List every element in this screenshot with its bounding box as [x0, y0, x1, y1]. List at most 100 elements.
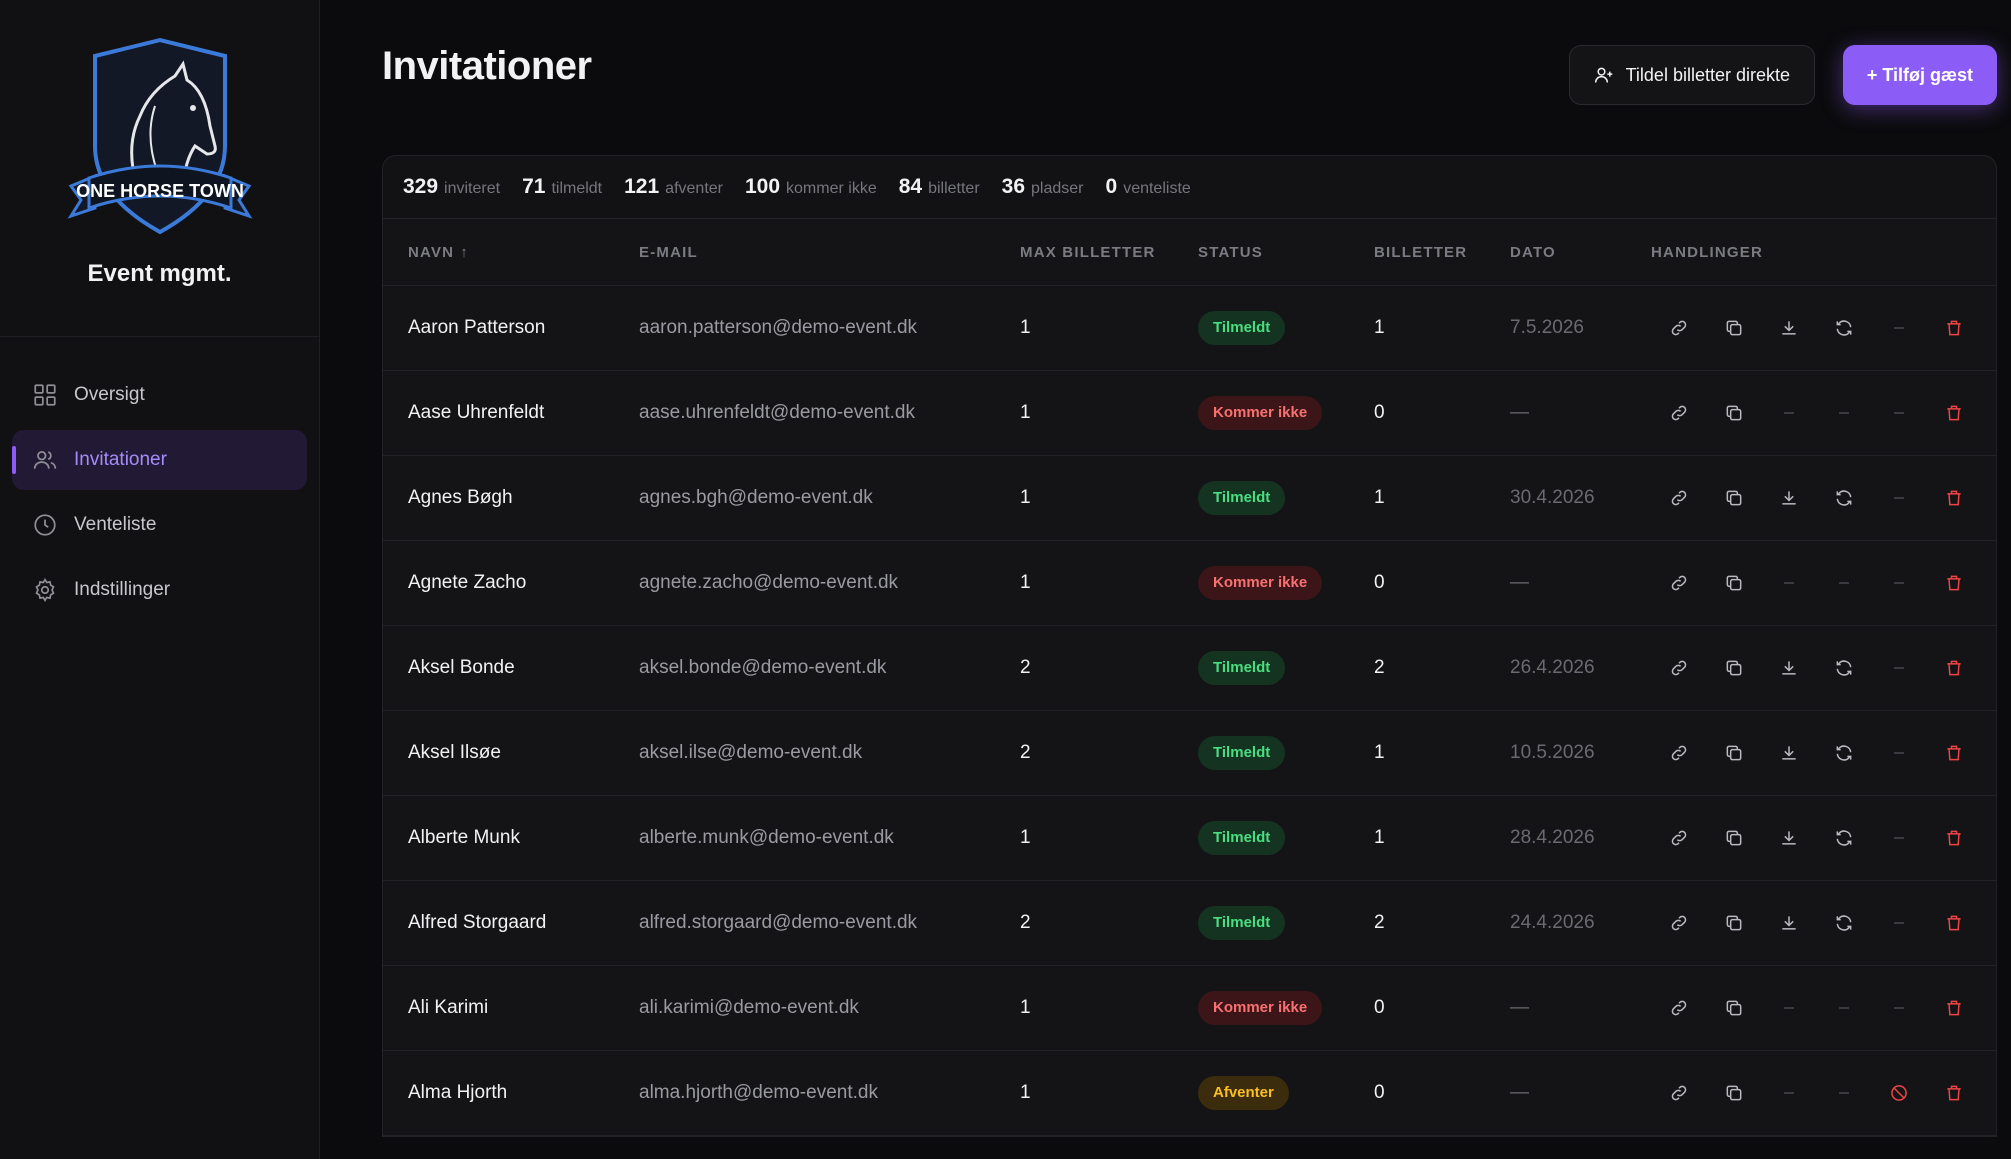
- action-placeholder: [1871, 393, 1926, 433]
- stat-value: 329: [403, 175, 439, 198]
- column-header-name[interactable]: NAVN ↑: [383, 244, 639, 261]
- column-header-max-tickets[interactable]: MAX BILLETTER: [1020, 243, 1156, 261]
- copy-link-button[interactable]: [1651, 818, 1706, 858]
- add-guest-label: + Tilføj gæst: [1866, 64, 1973, 85]
- dash-placeholder: [1838, 412, 1849, 414]
- copy-icon: [1724, 913, 1744, 933]
- delete-button[interactable]: [1926, 648, 1981, 688]
- status-cell: Tilmeldt: [1198, 906, 1374, 940]
- copy-link-button[interactable]: [1651, 648, 1706, 688]
- download-tickets-button[interactable]: [1761, 733, 1816, 773]
- status-badge: Tilmeldt: [1198, 736, 1286, 770]
- copy-link-button[interactable]: [1651, 988, 1706, 1028]
- delete-button[interactable]: [1926, 733, 1981, 773]
- resend-button[interactable]: [1816, 308, 1871, 348]
- users-icon: [32, 447, 58, 473]
- duplicate-button[interactable]: [1706, 988, 1761, 1028]
- dash-placeholder: [1838, 1007, 1849, 1009]
- add-guest-button[interactable]: + Tilføj gæst: [1842, 45, 1997, 105]
- sidebar-item-invitationer[interactable]: Invitationer: [12, 430, 307, 490]
- download-tickets-button[interactable]: [1761, 648, 1816, 688]
- delete-button[interactable]: [1926, 1073, 1981, 1113]
- sidebar-item-venteliste[interactable]: Venteliste: [12, 495, 307, 555]
- download-tickets-button[interactable]: [1761, 478, 1816, 518]
- download-tickets-button[interactable]: [1761, 903, 1816, 943]
- stat-label: tilmeldt: [551, 180, 603, 197]
- logo-text: ONE HORSE TOWN: [76, 181, 244, 201]
- copy-link-button[interactable]: [1651, 478, 1706, 518]
- delete-button[interactable]: [1926, 988, 1981, 1028]
- resend-button[interactable]: [1816, 478, 1871, 518]
- download-tickets-button[interactable]: [1761, 818, 1816, 858]
- copy-link-button[interactable]: [1651, 563, 1706, 603]
- ban-icon: [1889, 1083, 1909, 1103]
- registration-date: 28.4.2026: [1510, 827, 1595, 848]
- resend-button[interactable]: [1816, 903, 1871, 943]
- sidebar-item-oversigt[interactable]: Oversigt: [12, 365, 307, 425]
- duplicate-button[interactable]: [1706, 818, 1761, 858]
- revoke-invite-button[interactable]: [1871, 1073, 1926, 1113]
- refresh-icon: [1834, 913, 1854, 933]
- guest-email: alma.hjorth@demo-event.dk: [639, 1082, 878, 1103]
- copy-link-button[interactable]: [1651, 393, 1706, 433]
- status-badge: Tilmeldt: [1198, 481, 1286, 515]
- duplicate-button[interactable]: [1706, 478, 1761, 518]
- delete-button[interactable]: [1926, 393, 1981, 433]
- copy-link-button[interactable]: [1651, 308, 1706, 348]
- duplicate-button[interactable]: [1706, 648, 1761, 688]
- column-header-label: NAVN: [408, 243, 455, 261]
- row-actions: [1651, 308, 1996, 348]
- link-icon: [1669, 743, 1689, 763]
- delete-button[interactable]: [1926, 308, 1981, 348]
- tickets-count: 2: [1374, 912, 1385, 933]
- column-header-date[interactable]: DATO: [1510, 243, 1556, 261]
- copy-link-button[interactable]: [1651, 1073, 1706, 1113]
- one-horse-town-logo[interactable]: ONE HORSE TOWN: [65, 36, 255, 236]
- duplicate-button[interactable]: [1706, 1073, 1761, 1113]
- assign-tickets-button[interactable]: Tildel billetter direkte: [1568, 45, 1815, 105]
- tickets-count: 0: [1374, 1082, 1385, 1103]
- delete-button[interactable]: [1926, 478, 1981, 518]
- guest-email: aksel.bonde@demo-event.dk: [639, 657, 887, 678]
- dash-placeholder: [1893, 837, 1904, 839]
- grid-icon: [32, 382, 58, 408]
- copy-icon: [1724, 998, 1744, 1018]
- column-header-tickets[interactable]: BILLETTER: [1374, 243, 1468, 261]
- resend-button[interactable]: [1816, 648, 1871, 688]
- stat-waitlist: 0 venteliste: [1106, 175, 1191, 199]
- row-actions: [1651, 393, 1996, 433]
- tickets-count: 0: [1374, 997, 1385, 1018]
- status-cell: Tilmeldt: [1198, 311, 1374, 345]
- resend-button[interactable]: [1816, 733, 1871, 773]
- stat-value: 100: [744, 175, 781, 198]
- status-badge: Tilmeldt: [1198, 906, 1286, 940]
- link-icon: [1669, 1083, 1689, 1103]
- duplicate-button[interactable]: [1706, 733, 1761, 773]
- download-tickets-button[interactable]: [1761, 308, 1816, 348]
- duplicate-button[interactable]: [1706, 903, 1761, 943]
- column-header-status[interactable]: STATUS: [1198, 243, 1263, 261]
- duplicate-button[interactable]: [1706, 393, 1761, 433]
- copy-link-button[interactable]: [1651, 733, 1706, 773]
- delete-button[interactable]: [1926, 563, 1981, 603]
- tickets-count: 1: [1374, 742, 1385, 763]
- tickets-count: 1: [1374, 317, 1385, 338]
- delete-button[interactable]: [1926, 903, 1981, 943]
- guest-email: agnes.bgh@demo-event.dk: [639, 487, 873, 508]
- dash-placeholder: [1783, 582, 1794, 584]
- copy-icon: [1724, 828, 1744, 848]
- link-icon: [1669, 403, 1689, 423]
- stat-label: billetter: [928, 180, 980, 197]
- delete-button[interactable]: [1926, 818, 1981, 858]
- user-plus-icon: [1594, 65, 1614, 85]
- download-icon: [1779, 743, 1799, 763]
- duplicate-button[interactable]: [1706, 563, 1761, 603]
- column-header-email[interactable]: E-MAIL: [639, 243, 698, 261]
- resend-button[interactable]: [1816, 818, 1871, 858]
- sidebar-item-indstillinger[interactable]: Indstillinger: [12, 560, 307, 620]
- status-cell: Tilmeldt: [1198, 821, 1374, 855]
- max-tickets: 2: [1020, 912, 1031, 933]
- copy-link-button[interactable]: [1651, 903, 1706, 943]
- download-icon: [1779, 658, 1799, 678]
- duplicate-button[interactable]: [1706, 308, 1761, 348]
